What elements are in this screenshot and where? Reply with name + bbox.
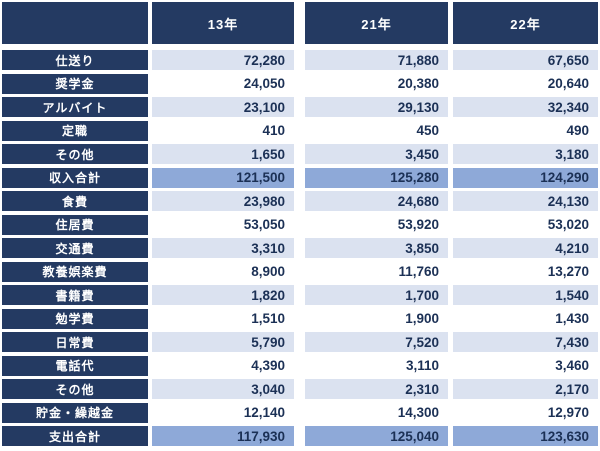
value-cell: 5,790: [152, 332, 294, 352]
row-label: 勉学費: [2, 308, 148, 329]
table-row: 仕送り 72,280 71,880 67,650: [2, 50, 600, 70]
value-cell: 71,880: [305, 50, 448, 70]
table-row: 電話代 4,390 3,110 3,460: [2, 355, 600, 376]
column-header-year-13: 13年: [152, 2, 294, 44]
table-row: その他 3,040 2,310 2,170: [2, 379, 600, 399]
table-row: 貯金・繰越金 12,140 14,300 12,970: [2, 402, 600, 423]
value-cell: 20,380: [305, 73, 448, 94]
row-label: 教養娯楽費: [2, 261, 148, 282]
row-label: 定職: [2, 120, 148, 141]
row-label: 収入合計: [2, 167, 148, 188]
table-row: 勉学費 1,510 1,900 1,430: [2, 308, 600, 329]
value-cell: 3,460: [453, 355, 598, 376]
table-row: 奨学金 24,050 20,380 20,640: [2, 73, 600, 94]
row-label: その他: [2, 144, 148, 164]
value-cell: 67,650: [453, 50, 598, 70]
value-cell: 2,170: [453, 379, 598, 399]
value-cell: 20,640: [453, 73, 598, 94]
table-row: 交通費 3,310 3,850 4,210: [2, 238, 600, 258]
value-cell: 125,040: [305, 426, 448, 446]
value-cell: 53,920: [305, 214, 448, 235]
column-header-year-21: 21年: [305, 2, 448, 44]
value-cell: 29,130: [305, 97, 448, 117]
value-cell: 124,290: [453, 167, 598, 188]
value-cell: 117,930: [152, 426, 294, 446]
value-cell: 2,310: [305, 379, 448, 399]
row-label: 仕送り: [2, 50, 148, 70]
row-label: 電話代: [2, 355, 148, 376]
table-row: 食費 23,980 24,680 24,130: [2, 191, 600, 211]
table-row: アルバイト 23,100 29,130 32,340: [2, 97, 600, 117]
table-row: その他 1,650 3,450 3,180: [2, 144, 600, 164]
corner-cell: [2, 2, 148, 44]
row-label: 交通費: [2, 238, 148, 258]
row-label: 支出合計: [2, 426, 148, 446]
value-cell: 8,900: [152, 261, 294, 282]
value-cell: 24,130: [453, 191, 598, 211]
value-cell: 3,450: [305, 144, 448, 164]
value-cell: 4,390: [152, 355, 294, 376]
value-cell: 7,520: [305, 332, 448, 352]
value-cell: 123,630: [453, 426, 598, 446]
value-cell: 3,040: [152, 379, 294, 399]
value-cell: 121,500: [152, 167, 294, 188]
value-cell: 7,430: [453, 332, 598, 352]
value-cell: 1,510: [152, 308, 294, 329]
value-cell: 3,110: [305, 355, 448, 376]
value-cell: 1,650: [152, 144, 294, 164]
column-header-year-22: 22年: [453, 2, 598, 44]
value-cell: 125,280: [305, 167, 448, 188]
row-label: 書籍費: [2, 285, 148, 305]
table-row: 書籍費 1,820 1,700 1,540: [2, 285, 600, 305]
value-cell: 72,280: [152, 50, 294, 70]
value-cell: 24,680: [305, 191, 448, 211]
value-cell: 1,900: [305, 308, 448, 329]
row-label: アルバイト: [2, 97, 148, 117]
table-row: 住居費 53,050 53,920 53,020: [2, 214, 600, 235]
value-cell: 32,340: [453, 97, 598, 117]
row-label: その他: [2, 379, 148, 399]
value-cell: 11,760: [305, 261, 448, 282]
value-cell: 1,700: [305, 285, 448, 305]
value-cell: 1,820: [152, 285, 294, 305]
value-cell: 13,270: [453, 261, 598, 282]
value-cell: 23,100: [152, 97, 294, 117]
row-label: 貯金・繰越金: [2, 402, 148, 423]
value-cell: 1,430: [453, 308, 598, 329]
table-row: 日常費 5,790 7,520 7,430: [2, 332, 600, 352]
value-cell: 3,180: [453, 144, 598, 164]
value-cell: 3,310: [152, 238, 294, 258]
value-cell: 53,020: [453, 214, 598, 235]
value-cell: 53,050: [152, 214, 294, 235]
table-row: 教養娯楽費 8,900 11,760 13,270: [2, 261, 600, 282]
value-cell: 12,970: [453, 402, 598, 423]
value-cell: 14,300: [305, 402, 448, 423]
row-label: 食費: [2, 191, 148, 211]
row-label: 住居費: [2, 214, 148, 235]
value-cell: 24,050: [152, 73, 294, 94]
table-body: 仕送り 72,280 71,880 67,650 奨学金 24,050 20,380 20,6…: [2, 50, 600, 446]
table-row: 収入合計 121,500 125,280 124,290: [2, 167, 600, 188]
header-row: 13年 21年 22年: [2, 2, 600, 44]
table-row: 支出合計 117,930 125,040 123,630: [2, 426, 600, 446]
table-row: 定職 410 450 490: [2, 120, 600, 141]
value-cell: 4,210: [453, 238, 598, 258]
value-cell: 410: [152, 120, 294, 141]
value-cell: 490: [453, 120, 598, 141]
value-cell: 450: [305, 120, 448, 141]
value-cell: 1,540: [453, 285, 598, 305]
value-cell: 12,140: [152, 402, 294, 423]
row-label: 奨学金: [2, 73, 148, 94]
value-cell: 23,980: [152, 191, 294, 211]
value-cell: 3,850: [305, 238, 448, 258]
row-label: 日常費: [2, 332, 148, 352]
